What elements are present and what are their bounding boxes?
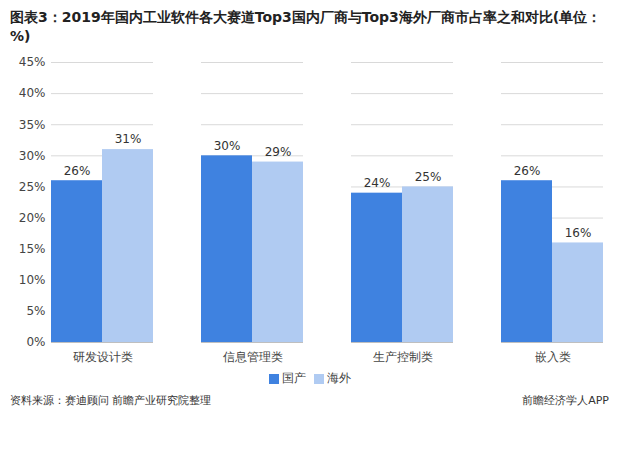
svg-text:29%: 29%	[265, 145, 292, 159]
svg-text:40%: 40%	[19, 86, 46, 100]
svg-text:24%: 24%	[364, 176, 391, 190]
svg-text:20%: 20%	[19, 211, 46, 225]
svg-text:信息管理类: 信息管理类	[223, 350, 283, 364]
svg-text:31%: 31%	[115, 132, 142, 146]
svg-text:嵌入类: 嵌入类	[535, 350, 571, 364]
html-text:图表3：2019年国内工业软件各大赛道Top3国内厂商与To: 图表3：2019年国内工业软件各大赛道Top3国内厂商与Top3海外厂商市占率之…	[10, 9, 602, 44]
svg-text:10%: 10%	[19, 273, 46, 287]
svg-text:25%: 25%	[19, 180, 46, 194]
svg-text:30%: 30%	[19, 149, 46, 163]
html-text:前瞻经济学人APP: 前瞻经济学人APP	[522, 394, 609, 407]
svg-text:26%: 26%	[514, 164, 541, 178]
svg-text:30%: 30%	[214, 139, 241, 153]
html-text:海外: 海外	[326, 371, 351, 385]
svg-text:26%: 26%	[64, 164, 91, 178]
svg-text:研发设计类: 研发设计类	[73, 350, 133, 364]
html-text:资料来源：赛迪顾问 前瞻产业研究院整理: 资料来源：赛迪顾问 前瞻产业研究院整理	[10, 394, 212, 407]
svg-text:45%: 45%	[19, 55, 46, 69]
svg-text:生产控制类: 生产控制类	[373, 350, 433, 364]
svg-text:25%: 25%	[415, 170, 442, 184]
svg-text:15%: 15%	[19, 242, 46, 256]
svg-text:35%: 35%	[19, 118, 46, 132]
svg-text:0%: 0%	[26, 335, 45, 349]
svg-text:16%: 16%	[565, 226, 592, 240]
html-text:国产: 国产	[281, 371, 306, 385]
svg-text:5%: 5%	[26, 304, 45, 318]
